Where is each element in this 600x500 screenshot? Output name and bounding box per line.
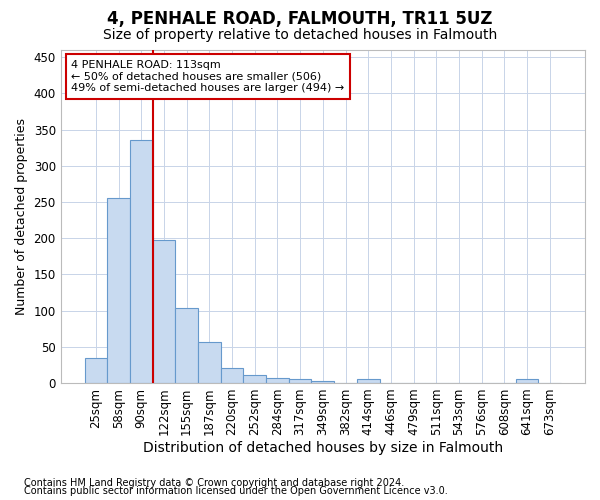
- Text: Contains HM Land Registry data © Crown copyright and database right 2024.: Contains HM Land Registry data © Crown c…: [24, 478, 404, 488]
- Text: 4, PENHALE ROAD, FALMOUTH, TR11 5UZ: 4, PENHALE ROAD, FALMOUTH, TR11 5UZ: [107, 10, 493, 28]
- Text: Size of property relative to detached houses in Falmouth: Size of property relative to detached ho…: [103, 28, 497, 42]
- Bar: [152, 240, 175, 383]
- Bar: [266, 378, 289, 383]
- Y-axis label: Number of detached properties: Number of detached properties: [15, 118, 28, 315]
- Bar: [107, 198, 130, 383]
- Bar: [289, 380, 311, 383]
- X-axis label: Distribution of detached houses by size in Falmouth: Distribution of detached houses by size …: [143, 441, 503, 455]
- Text: 4 PENHALE ROAD: 113sqm
← 50% of detached houses are smaller (506)
49% of semi-de: 4 PENHALE ROAD: 113sqm ← 50% of detached…: [71, 60, 344, 93]
- Bar: [198, 342, 221, 383]
- Bar: [85, 358, 107, 383]
- Bar: [175, 308, 198, 383]
- Bar: [311, 381, 334, 383]
- Bar: [357, 380, 380, 383]
- Bar: [244, 375, 266, 383]
- Bar: [221, 368, 244, 383]
- Bar: [516, 380, 538, 383]
- Text: Contains public sector information licensed under the Open Government Licence v3: Contains public sector information licen…: [24, 486, 448, 496]
- Bar: [130, 140, 152, 383]
